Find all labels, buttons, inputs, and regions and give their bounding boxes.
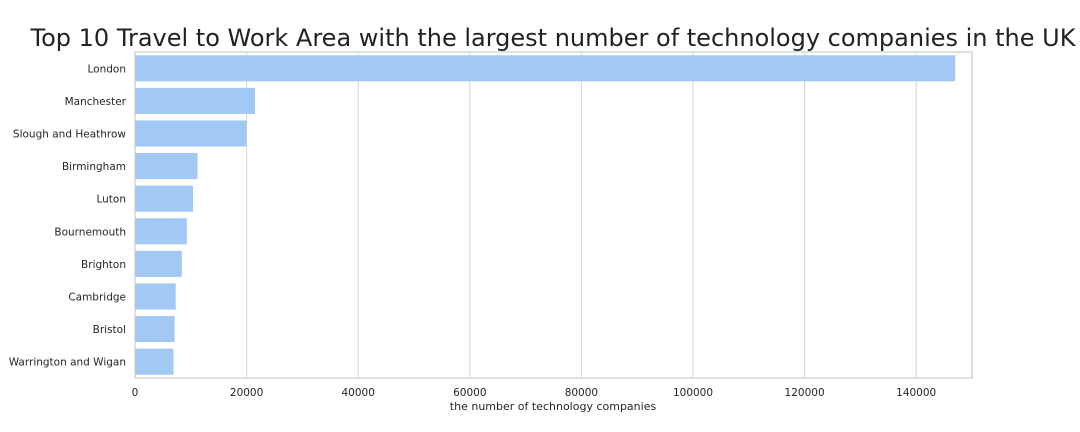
y-tick-label-bournemouth: Bournemouth <box>54 226 126 238</box>
y-tick-label-birmingham: Birmingham <box>62 161 126 173</box>
bar-manchester <box>135 87 255 114</box>
bar-bristol <box>135 316 175 343</box>
bar-london <box>135 55 956 82</box>
x-tick-label-40000: 40000 <box>341 387 374 399</box>
y-tick-label-brighton: Brighton <box>81 259 126 271</box>
bar-slough-and-heathrow <box>135 120 247 147</box>
plot-border <box>134 51 973 379</box>
chart-title: Top 10 Travel to Work Area with the larg… <box>30 24 1077 52</box>
x-tick-label-60000: 60000 <box>453 387 486 399</box>
y-tick-label-warrington-and-wigan: Warrington and Wigan <box>9 357 126 369</box>
x-axis-label: the number of technology companies <box>450 400 657 413</box>
y-tick-label-manchester: Manchester <box>65 96 127 108</box>
bar-warrington-and-wigan <box>135 348 174 375</box>
x-tick-labels: 0 20000 40000 60000 80000 100000 120000 140000 <box>132 387 937 399</box>
bar-brighton <box>135 250 182 277</box>
plot-frame <box>134 51 973 379</box>
x-tick-label-120000: 120000 <box>785 387 825 399</box>
x-tick-label-140000: 140000 <box>896 387 936 399</box>
x-tick-label-80000: 80000 <box>565 387 598 399</box>
grid-lines <box>246 52 917 378</box>
y-tick-label-slough-and-heathrow: Slough and Heathrow <box>13 129 126 141</box>
x-tick-label-0: 0 <box>132 387 139 399</box>
y-tick-label-cambridge: Cambridge <box>68 292 126 304</box>
y-tick-label-bristol: Bristol <box>93 324 126 336</box>
bars <box>135 55 956 375</box>
y-tick-label-luton: Luton <box>96 194 126 206</box>
y-tick-labels: London Manchester Slough and Heathrow Birmi… <box>9 63 127 368</box>
x-tick-label-20000: 20000 <box>230 387 263 399</box>
y-tick-label-london: London <box>88 63 127 75</box>
bar-cambridge <box>135 283 176 310</box>
bar-bournemouth <box>135 218 187 245</box>
x-tick-label-100000: 100000 <box>673 387 713 399</box>
bar-luton <box>135 185 194 212</box>
bar-birmingham <box>135 153 198 180</box>
